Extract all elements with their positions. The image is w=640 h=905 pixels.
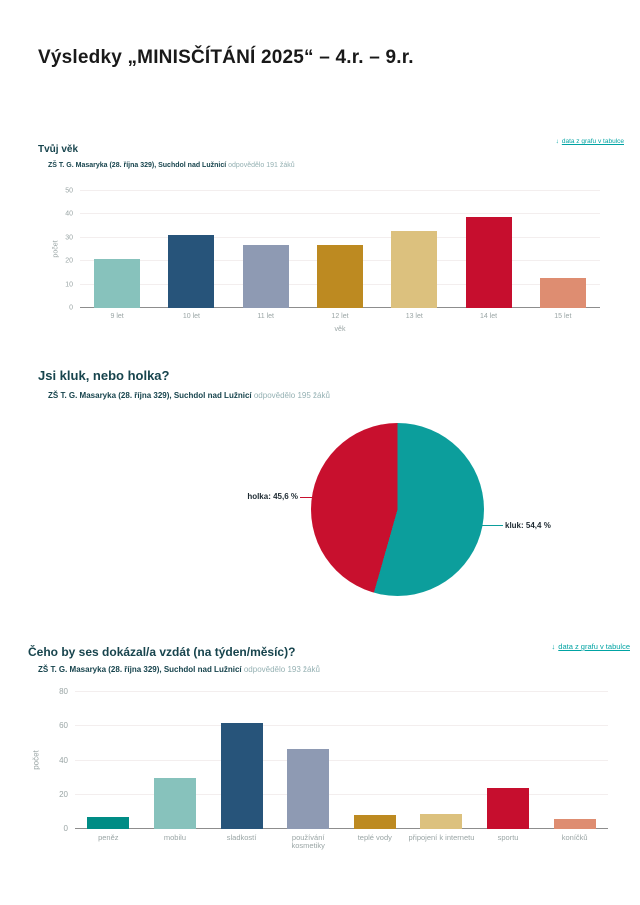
page-title: Výsledky „MINISČÍTÁNÍ 2025“ – 4.r. – 9.r… [38,46,414,68]
bar-slot [154,191,228,308]
gridline-60 [75,725,608,727]
x-tick-12 let: 12 let [331,313,349,320]
chart2-pie [311,423,484,596]
chart3-data-table-link[interactable]: ↓ data z grafu v tabulce [552,642,630,651]
pie-leader-line-kluk [482,525,503,526]
chart3-school-name: ZŠ T. G. Masaryka (28. října 329), Suchd… [38,665,242,674]
bar-14 let [465,216,512,308]
x-tick-13 let: 13 let [405,313,423,320]
download-icon: ↓ [551,642,556,651]
x-tick-koníčků: koníčků [561,833,588,842]
bar-slot [541,692,608,829]
chart1-school-name: ZŠ T. G. Masaryka (28. října 329), Suchd… [48,162,227,169]
bar-slot [303,191,377,308]
y-tick-80: 80 [59,687,68,696]
bar-připojení k internetu [420,813,463,829]
bar-sladkostí [220,722,263,829]
bar-11 let [242,244,289,308]
x-tick-peněz: peněz [98,833,119,842]
x-tick-9 let: 9 let [110,313,124,320]
bar-slot [526,191,600,308]
gridline-50 [80,190,600,191]
chart1-x-axis-title: věk [334,326,346,333]
y-tick-40: 40 [59,755,68,765]
chart1-y-axis-label: počet [52,240,60,258]
chart3-title: Čeho by ses dokázal/a vzdát (na týden/mě… [28,645,296,659]
bar-slot [475,692,542,829]
x-tick-připojení k internetu: připojení k internetu [408,833,475,842]
y-tick-50: 50 [65,187,73,195]
y-tick-60: 60 [59,721,68,731]
x-tick-10 let: 10 let [182,313,200,320]
chart3-x-axis-labels: peněz mobilu sladkostí používání kosmetiky t… [75,833,608,851]
y-tick-20: 20 [65,257,73,265]
x-tick-používání kosmetiky: používání kosmetiky [291,833,325,851]
bar-13 let [391,230,438,308]
y-tick-30: 30 [65,234,73,242]
chart1-x-axis-labels: 9 let 10 let 11 let 12 let 13 let 14 let 15 le… [80,313,600,321]
pie-leader-line-holka [300,497,313,498]
y-tick-0: 0 [63,824,68,833]
bar-mobilu [153,777,196,829]
x-tick-sladkostí: sladkostí [226,833,257,842]
chart3-data-table-link-label: data z grafu v tabulce [558,642,630,651]
bar-15 let [539,277,586,308]
y-tick-0: 0 [69,304,73,312]
chart1-respondents: odpovědělo 191 žáků [228,162,295,169]
gridline-40 [80,213,600,215]
bars [75,692,608,829]
chart1-bar-plot: 0 10 20 30 40 50 [65,188,600,312]
bar-sportu [487,787,530,829]
chart2-respondents: odpovědělo 195 žáků [253,391,330,400]
pie-label-holka: holka: 45,6 % [247,492,298,501]
x-tick-teplé vody: teplé vody [357,833,392,842]
bar-používání kosmetiky [287,748,330,829]
x-tick-11 let: 11 let [257,313,274,320]
bar-peněz [87,817,130,829]
bars [80,191,600,308]
gridline-40 [75,759,608,761]
bar-10 let [168,235,215,308]
gridline-80 [75,691,608,692]
bar-slot [377,191,451,308]
bar-12 let [316,244,363,308]
y-tick-10: 10 [65,281,73,289]
bar-slot [208,692,275,829]
chart2-subtitle: ZŠ T. G. Masaryka (28. října 329), Suchd… [48,391,330,400]
gridline-30 [80,236,600,238]
chart3-respondents: odpovědělo 193 žáků [243,665,320,674]
chart3-bar-plot: 0 20 40 60 80 [59,688,608,833]
bar-slot [229,191,303,308]
chart1-data-table-link-label: data z grafu v tabulce [561,138,624,145]
chart1-data-table-link[interactable]: ↓ data z grafu v tabulce [556,138,624,145]
bar-slot [342,692,409,829]
bar-slot [275,692,342,829]
bar-slot [451,191,525,308]
pie-label-kluk: kluk: 54,4 % [505,521,551,530]
bar-slot [80,191,154,308]
bar-slot [408,692,475,829]
chart3-y-axis-label: počet [31,750,41,770]
chart1-subtitle: ZŠ T. G. Masaryka (28. října 329), Suchd… [48,162,295,169]
bar-slot [142,692,209,829]
x-tick-15 let: 15 let [554,313,572,320]
y-tick-40: 40 [65,210,73,218]
bar-slot [75,692,142,829]
x-tick-sportu: sportu [497,833,519,842]
chart2-school-name: ZŠ T. G. Masaryka (28. října 329), Suchd… [48,391,252,400]
y-tick-20: 20 [59,789,68,799]
bar-9 let [94,258,141,308]
download-icon: ↓ [555,138,559,145]
gridline-0 [75,828,608,829]
chart1-title: Tvůj věk [38,144,79,155]
gridline-20 [75,793,608,795]
bar-teplé vody [353,815,396,829]
bar-koníčků [553,818,596,829]
x-tick-mobilu: mobilu [163,833,186,842]
chart2-title: Jsi kluk, nebo holka? [38,368,170,383]
chart3-subtitle: ZŠ T. G. Masaryka (28. října 329), Suchd… [38,665,320,674]
x-tick-14 let: 14 let [479,313,498,320]
